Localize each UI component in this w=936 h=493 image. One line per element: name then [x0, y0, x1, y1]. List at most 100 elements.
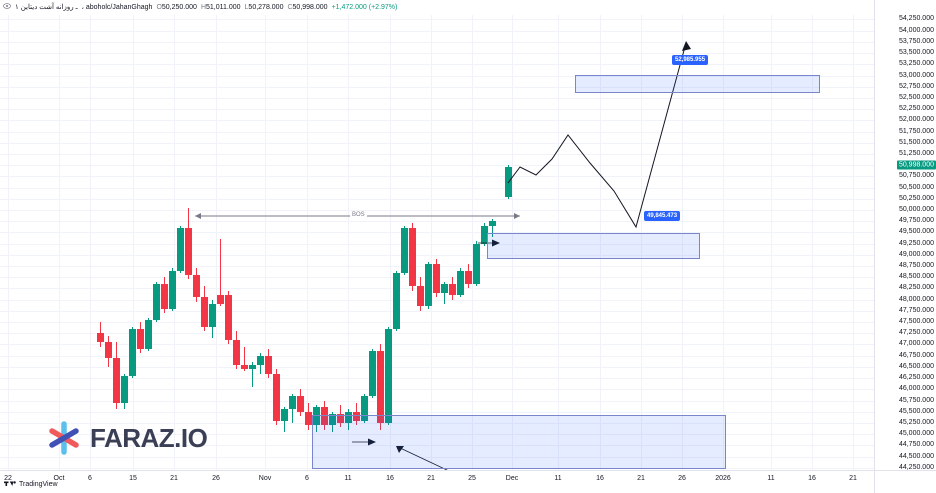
- candlestick: [345, 409, 352, 430]
- candle-body: [297, 396, 304, 412]
- candle-wick: [492, 218, 493, 237]
- price-axis-tick: 48,250.000: [898, 284, 934, 292]
- horizontal-gridline: [0, 422, 874, 424]
- candlestick: [281, 407, 288, 432]
- candlestick: [169, 268, 176, 311]
- price-axis-tick: 52,250.000: [898, 105, 934, 113]
- horizontal-gridline: [0, 434, 874, 436]
- mid-demand-zone[interactable]: [487, 233, 700, 259]
- price-axis-tick: 52,000.000: [898, 116, 934, 124]
- candlestick: [465, 263, 472, 289]
- time-axis[interactable]: 22 Oct 6 15 21 26 Nov 6 11 16 21 25 Dec 11 16 21 26 2026 1…: [0, 470, 874, 493]
- candle-wick: [252, 362, 253, 388]
- candle-body: [385, 328, 392, 423]
- candle-body: [361, 396, 368, 421]
- vertical-gridline: [853, 15, 854, 470]
- ohlc-low-label: L: [244, 3, 249, 11]
- eye-icon[interactable]: [3, 3, 11, 11]
- time-axis-tick: 26: [212, 475, 220, 482]
- candle-body: [265, 355, 272, 374]
- candlestick: [217, 239, 224, 307]
- candle-body: [105, 342, 112, 358]
- price-axis-tick: 44,500.000: [898, 452, 934, 460]
- candlestick: [201, 286, 208, 332]
- ohlc-high-label: H: [200, 3, 206, 11]
- candlestick: [185, 207, 192, 280]
- candlestick: [473, 241, 480, 287]
- chart-plot-area[interactable]: [0, 15, 874, 470]
- tradingview-badge[interactable]: TradingView: [4, 479, 58, 489]
- price-axis-tick: 47,750.000: [898, 306, 934, 314]
- candle-body: [369, 351, 376, 396]
- time-axis-tick: Oct: [53, 475, 65, 482]
- candlestick: [377, 344, 384, 430]
- horizontal-gridline: [0, 97, 874, 99]
- candlestick: [225, 290, 232, 345]
- price-axis-tick: 50,750.000: [898, 172, 934, 180]
- lower-price-tag[interactable]: 49,845.473: [644, 211, 681, 221]
- time-axis-tick: 21: [170, 475, 178, 482]
- candle-body: [313, 407, 320, 426]
- vertical-gridline: [390, 15, 391, 470]
- ohlc-high: H51,011.000: [201, 4, 241, 11]
- candle-body: [345, 411, 352, 423]
- candle-body: [257, 355, 264, 365]
- vertical-gridline: [59, 15, 60, 470]
- candlestick: [177, 225, 184, 273]
- ohlc-close-value: 50,998.000: [292, 3, 328, 11]
- price-axis-tick: 53,250.000: [898, 60, 934, 68]
- candlestick: [273, 369, 280, 426]
- candle-body: [153, 283, 160, 320]
- price-axis-tick: 50,500.000: [898, 183, 934, 191]
- candle-body: [233, 339, 240, 365]
- horizontal-gridline: [0, 153, 874, 155]
- upper-price-tag[interactable]: 52,985.955: [672, 55, 709, 65]
- candlestick: [337, 405, 344, 428]
- time-axis-tick: Dec: [505, 475, 519, 482]
- bos-label: BOS: [350, 212, 367, 218]
- ohlc-low-value: 50,278.000: [248, 3, 284, 11]
- candle-body: [161, 283, 168, 309]
- time-axis-tick: Nov: [258, 475, 272, 482]
- candlestick: [441, 281, 448, 305]
- candle-body: [481, 225, 488, 244]
- horizontal-gridline: [0, 198, 874, 200]
- time-axis-tick: 25: [468, 475, 476, 482]
- horizontal-gridline: [0, 64, 874, 66]
- tradingview-icon: [4, 479, 16, 489]
- candle-body: [121, 375, 128, 403]
- candle-body: [169, 270, 176, 309]
- vertical-gridline: [682, 15, 683, 470]
- candle-body: [473, 243, 480, 284]
- time-axis-tick: 21: [637, 475, 645, 482]
- candle-body: [337, 413, 344, 423]
- lower-demand-zone[interactable]: [312, 415, 726, 469]
- candlestick: [265, 348, 272, 379]
- time-axis-tick: 11: [554, 475, 562, 482]
- price-axis-tick: 47,500.000: [898, 318, 934, 326]
- candle-body: [401, 227, 408, 273]
- price-axis-tick: 46,250.000: [898, 374, 934, 382]
- vertical-gridline: [174, 15, 175, 470]
- candle-body: [249, 364, 256, 370]
- vertical-gridline: [133, 15, 134, 470]
- candlestick: [305, 402, 312, 430]
- price-axis[interactable]: 54,250.000 54,000.000 53,750.000 53,500.000…: [874, 0, 936, 471]
- upper-supply-zone[interactable]: [575, 75, 820, 93]
- price-axis-tick: 51,500.000: [898, 138, 934, 146]
- ohlc-low: L50,278.000: [245, 4, 284, 11]
- price-axis-tick: 52,750.000: [898, 82, 934, 90]
- symbol-name[interactable]: ۱ ـ روزانه آشت دیتاین: [15, 4, 78, 11]
- horizontal-gridline: [0, 142, 874, 144]
- time-axis-tick: 6: [305, 475, 309, 482]
- candlestick: [369, 348, 376, 399]
- price-axis-tick: 54,000.000: [898, 26, 934, 34]
- candlestick: [97, 322, 104, 347]
- price-axis-tick: 53,750.000: [898, 37, 934, 45]
- horizontal-gridline: [0, 344, 874, 346]
- horizontal-gridline: [0, 221, 874, 223]
- price-axis-tick: 48,500.000: [898, 273, 934, 281]
- candle-body: [489, 221, 496, 226]
- ohlc-high-value: 51,011.000: [206, 3, 241, 11]
